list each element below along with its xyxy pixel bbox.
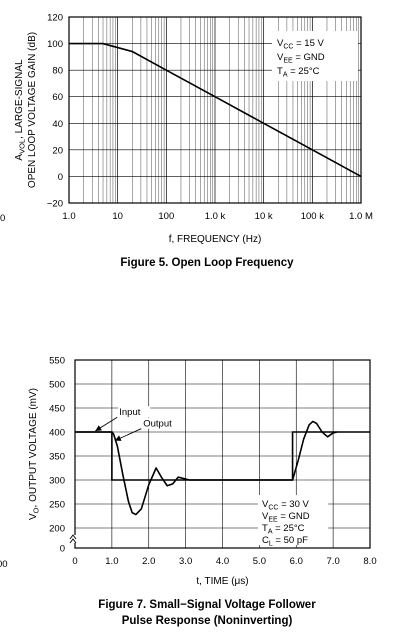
fig5-y-tick-labels: −20 0 20 40 60 80 100 120 bbox=[47, 13, 63, 210]
fig7-annotation-label: Input bbox=[119, 407, 140, 418]
fig7-annotation-arrowhead bbox=[114, 435, 122, 441]
fig7-y-tick-label: 400 bbox=[49, 428, 65, 439]
cropped-left-label: 0 bbox=[0, 213, 5, 224]
fig7-y-tick-label: 350 bbox=[49, 452, 65, 463]
fig5-y-tick-label: 80 bbox=[52, 66, 63, 77]
figure-5-open-loop-frequency-chart: −20 0 20 40 60 80 100 120 1.0 10 100 1.0 k 10 k 100 k… bbox=[14, 13, 373, 270]
fig5-y-tick-label: 120 bbox=[47, 13, 63, 24]
figure-7-pulse-response-chart: 200 250 300 350 400 450 500 550 00 1.0 2.0 3.0 4.0 5.… bbox=[28, 356, 377, 628]
fig7-x-tick-labels: 0 1.0 2.0 3.0 4.0 5.0 6.0 7.0 8.0 bbox=[72, 556, 376, 567]
cropped-left-label: 00 bbox=[0, 559, 8, 570]
fig7-annotation-label: Output bbox=[143, 419, 172, 430]
fig7-condition: VCC = 30 V bbox=[262, 499, 310, 512]
fig5-x-tick-label: 1.0 bbox=[62, 211, 75, 222]
fig7-condition: TA = 25°C bbox=[262, 523, 305, 536]
fig5-y-tick-label: 100 bbox=[47, 39, 63, 50]
fig7-output-waveform bbox=[75, 420, 338, 516]
fig7-condition: VEE = GND bbox=[262, 511, 310, 524]
fig7-annotation-backdrop bbox=[118, 406, 151, 418]
fig5-x-tick-label: 100 bbox=[158, 211, 174, 222]
fig7-y-tick-label: 550 bbox=[49, 356, 65, 367]
fig7-x-tick-label: 5.0 bbox=[253, 556, 266, 567]
fig5-y-axis-label-line1: AVOL, LARGE-SIGNAL bbox=[14, 59, 27, 161]
fig7-axis-break-mark bbox=[69, 534, 77, 540]
fig5-x-tick-label: 10 bbox=[112, 211, 123, 222]
fig7-y-tick-label: 500 bbox=[49, 380, 65, 391]
fig5-y-tick-label: 40 bbox=[52, 119, 63, 130]
fig5-y-tick-label: 20 bbox=[52, 145, 63, 156]
fig7-condition: CL = 50 pF bbox=[262, 535, 308, 548]
fig7-x-tick-label: 0 bbox=[72, 556, 77, 567]
fig7-conditions-backdrop bbox=[258, 495, 328, 545]
fig7-caption-line2: Pulse Response (Noninverting) bbox=[122, 615, 293, 627]
fig7-y-tick-label-zero: 0 bbox=[60, 544, 65, 555]
fig7-x-tick-label: 2.0 bbox=[142, 556, 155, 567]
fig7-y-tick-label: 300 bbox=[49, 476, 65, 487]
fig5-condition: VEE = GND bbox=[277, 52, 325, 65]
fig5-x-tick-label: 100 k bbox=[301, 211, 324, 222]
fig5-caption: Figure 5. Open Loop Frequency bbox=[120, 257, 294, 269]
cropped-edge-labels: 000 bbox=[0, 213, 8, 570]
fig7-x-tick-label: 7.0 bbox=[327, 556, 340, 567]
fig7-y-axis-label-text: VO, OUTPUT VOLTAGE (mV) bbox=[28, 388, 41, 520]
fig7-x-axis-label: t, TIME (μs) bbox=[196, 576, 248, 587]
fig5-gain-curve bbox=[69, 42, 362, 178]
fig7-x-tick-label: 1.0 bbox=[105, 556, 118, 567]
fig5-plot-frame bbox=[68, 16, 362, 204]
fig7-y-tick-labels: 200 250 300 350 400 450 500 550 0 bbox=[49, 356, 65, 555]
fig7-annotation-backdrop bbox=[142, 417, 181, 429]
fig7-y-tick-label: 450 bbox=[49, 404, 65, 415]
fig7-y-axis-label: VO, OUTPUT VOLTAGE (mV) bbox=[28, 388, 41, 520]
fig5-x-tick-label: 1.0 k bbox=[205, 211, 226, 222]
fig5-condition: VCC = 15 V bbox=[277, 38, 325, 51]
fig7-x-tick-label: 8.0 bbox=[363, 556, 376, 567]
fig5-condition: TA = 25°C bbox=[277, 66, 320, 79]
fig7-axis-break-gap bbox=[69, 535, 79, 543]
fig5-y-axis-label-line2: OPEN LOOP VOLTAGE GAIN (dB) bbox=[27, 32, 38, 188]
fig5-conditions-backdrop bbox=[272, 31, 358, 81]
fig7-axis-break-mark bbox=[69, 538, 77, 544]
fig7-plot-frame bbox=[74, 359, 371, 549]
fig7-annotation-arrowhead bbox=[95, 425, 102, 432]
fig7-caption-line1: Figure 7. Small−Signal Voltage Follower bbox=[98, 599, 316, 611]
fig5-x-tick-label: 1.0 M bbox=[349, 211, 373, 222]
fig5-y-axis-label: AVOL, LARGE-SIGNAL OPEN LOOP VOLTAGE GAIN… bbox=[14, 32, 38, 188]
fig5-y-tick-label: 0 bbox=[58, 172, 63, 183]
fig7-y-tick-label: 250 bbox=[49, 500, 65, 511]
fig5-y-tick-label: −20 bbox=[47, 199, 63, 210]
fig5-x-axis-label: f, FREQUENCY (Hz) bbox=[169, 234, 262, 245]
fig7-x-tick-label: 6.0 bbox=[290, 556, 303, 567]
fig5-x-tick-label: 10 k bbox=[255, 211, 273, 222]
fig7-x-tick-label: 4.0 bbox=[216, 556, 229, 567]
fig7-y-tick-label: 200 bbox=[49, 524, 65, 535]
fig5-x-tick-labels: 1.0 10 100 1.0 k 10 k 100 k 1.0 M bbox=[62, 211, 373, 222]
fig7-x-tick-label: 3.0 bbox=[179, 556, 192, 567]
fig5-y-tick-label: 60 bbox=[52, 92, 63, 103]
